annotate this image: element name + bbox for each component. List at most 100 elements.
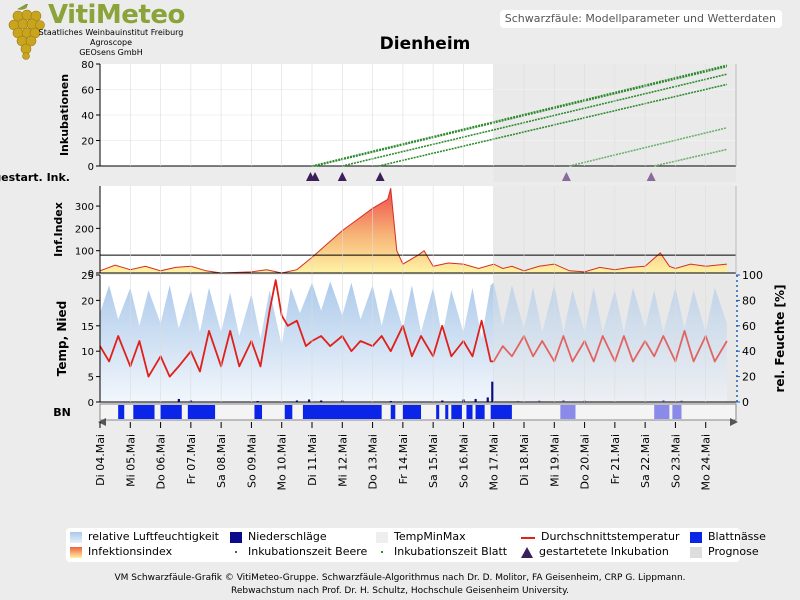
x-tick-label-9: Do 13.Mai (367, 434, 380, 489)
tmp-ylabel: Temp, Nied (55, 301, 69, 376)
leaf-wetness-bar-10 (445, 405, 449, 419)
inf-ytick-label: 300 (75, 202, 94, 213)
tmp-ytick-label: 10 (81, 347, 94, 358)
leaf-wetness-bar-8 (402, 405, 422, 419)
footer-line-1: VM Schwarzfäule-Grafik © VitiMeteo-Grupp… (114, 573, 686, 583)
legend-swatch-inc-leaf (376, 547, 388, 558)
tmp-ytick-label: 5 (88, 373, 94, 384)
precipitation-bar-5 (320, 400, 323, 402)
leaf-wetness-bar-4 (254, 405, 263, 419)
grape-logo-icon (8, 4, 45, 60)
prognose-shade-tri (493, 168, 736, 182)
leaf-wetness-bar-14 (490, 405, 512, 419)
inf-ytick-label: 0 (88, 269, 94, 280)
legend-swatch-humidity (70, 532, 82, 543)
x-tick-label-8: Mi 12.Mai (336, 434, 349, 487)
logo-line-2: Agroscope (89, 38, 133, 47)
x-tick-label-10: Fr 14.Mai (397, 434, 410, 484)
scroll-left-icon (98, 418, 106, 426)
hum-ytick-label: 60 (742, 320, 756, 333)
x-tick-label-17: Fr 21.Mai (609, 434, 622, 484)
legend: relative Luftfeuchtigkeit Infektionsinde… (66, 528, 766, 562)
leaf-wetness-bar-13 (475, 405, 485, 419)
leaf-wetness-bar-7 (390, 405, 396, 419)
leaf-wetness-bar-0 (118, 405, 125, 419)
leaf-wetness-bar-6 (302, 405, 382, 419)
x-tick-label-15: Mi 19.Mai (548, 434, 561, 487)
x-tick-label-5: So 09.Mai (245, 434, 258, 488)
x-tick-label-12: So 16.Mai (457, 434, 470, 488)
inc-ytick-label: 60 (81, 86, 94, 97)
leaf-wetness-bar-9 (436, 405, 440, 419)
footer-line-2: Rebwachstum nach Prof. Dr. H. Schultz, H… (231, 586, 569, 596)
legend-label-humidity: relative Luftfeuchtigkeit (88, 530, 219, 543)
tmp-ytick-label: 15 (81, 322, 94, 333)
precipitation-bar-17 (662, 399, 665, 402)
started-incubation-marker-1 (310, 172, 320, 181)
legend-swatch-precip (230, 532, 242, 543)
precipitation-bar-14 (538, 400, 541, 402)
scroll-right-icon (730, 418, 738, 426)
x-tick-label-3: Fr 07.Mai (185, 434, 198, 484)
x-tick-label-16: Do 20.Mai (579, 434, 592, 489)
precipitation-bar-13 (516, 400, 520, 402)
legend-label-precip: Niederschläge (248, 530, 327, 543)
inf-ylabel: Inf.Index (52, 202, 65, 257)
logo-title: VitiMeteo (48, 0, 185, 30)
legend-label-inc-leaf: Inkubationszeit Blatt (394, 545, 508, 558)
legend-label-started-inc: gestartetete Inkubation (539, 545, 669, 558)
leaf-wetness-bar-2 (160, 405, 182, 419)
infindex-area (100, 188, 727, 273)
incubation-line-3 (378, 83, 728, 167)
leaf-wetness-bar-5 (284, 405, 293, 419)
inc-ytick-label: 20 (81, 137, 94, 148)
hum-ytick-label: 40 (742, 345, 756, 358)
legend-swatch-started-inc-icon (521, 547, 533, 558)
chart-subtitle: Schwarzfäule: Modellparameter und Wetter… (500, 10, 782, 28)
leaf-wetness-bar-17 (672, 405, 682, 419)
started-incubation-marker-4 (561, 172, 571, 181)
humidity-area (100, 281, 727, 402)
legend-label-infindex: Infektionsindex (88, 545, 173, 558)
legend-label-prognose: Prognose (708, 545, 759, 558)
hum-ytick-label: 0 (742, 396, 749, 409)
hum-ytick-label: 80 (742, 294, 756, 307)
inc-ytick-label: 80 (81, 60, 94, 71)
legend-label-meantemp: Durchschnittstemperatur (541, 530, 680, 543)
hum-ylabel: rel. Feuchte [%] (773, 285, 787, 393)
precipitation-bar-4 (307, 399, 311, 402)
precipitation-bar-3 (295, 400, 299, 402)
inc-ylabel: Inkubationen (58, 74, 71, 156)
legend-swatch-inc-berry (230, 547, 242, 558)
legend-label-tempminmax: TempMinMax (394, 530, 466, 543)
x-tick-label-19: So 23.Mai (669, 434, 682, 488)
x-tick-label-2: Do 06.Mai (155, 434, 168, 489)
infindex-outline (99, 188, 727, 274)
legend-swatch-wetness (690, 532, 702, 543)
tmp-ytick-label: 0 (88, 398, 94, 409)
precipitation-bar-12 (491, 381, 494, 402)
mean-temperature-line (99, 279, 728, 378)
x-tick-label-1: Mi 05.Mai (124, 434, 137, 487)
legend-label-inc-berry: Inkubationszeit Beere (248, 545, 368, 558)
leaf-wetness-bar-15 (560, 405, 576, 419)
precipitation-bar-8 (441, 400, 444, 402)
hum-ytick-label: 20 (742, 371, 756, 384)
leaf-wetness-bar-1 (133, 405, 155, 419)
logo-line-3: GEOsens GmbH (79, 48, 143, 57)
leaf-wetness-bar-12 (466, 405, 473, 419)
precipitation-bar-7 (389, 400, 392, 402)
incubation-line-4 (569, 126, 728, 167)
x-tick-label-14: Di 18.Mai (518, 434, 531, 486)
leaf-wetness-bar-3 (187, 405, 216, 419)
tmp-ytick-label: 20 (81, 296, 94, 307)
logo-line-1: Staatliches Weinbauinstitut Freiburg (38, 28, 184, 37)
hum-ytick-label: 100 (742, 269, 763, 282)
bn-label: BN (53, 406, 71, 419)
precipitation-bar-11 (486, 397, 489, 402)
inf-ytick-label: 200 (75, 224, 94, 235)
precipitation-bar-2 (256, 400, 259, 402)
inc-ytick-label: 40 (81, 111, 94, 122)
